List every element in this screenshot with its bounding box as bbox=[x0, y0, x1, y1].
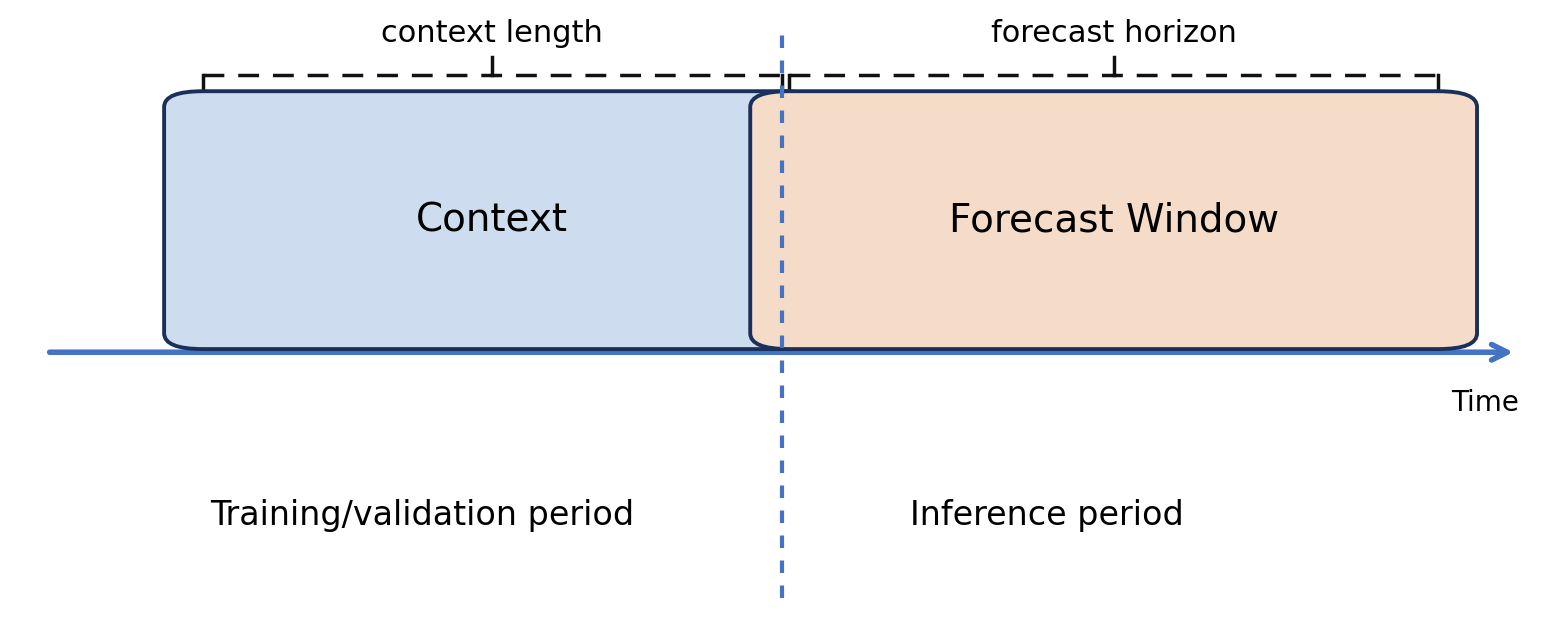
Text: Time: Time bbox=[1452, 389, 1519, 416]
FancyBboxPatch shape bbox=[750, 91, 1477, 349]
Text: context length: context length bbox=[381, 19, 603, 48]
Text: Forecast Window: Forecast Window bbox=[949, 201, 1279, 239]
Text: Inference period: Inference period bbox=[910, 499, 1185, 532]
Text: Context: Context bbox=[416, 201, 569, 239]
Text: Training/validation period: Training/validation period bbox=[209, 499, 635, 532]
FancyBboxPatch shape bbox=[164, 91, 821, 349]
Text: forecast horizon: forecast horizon bbox=[991, 19, 1236, 48]
